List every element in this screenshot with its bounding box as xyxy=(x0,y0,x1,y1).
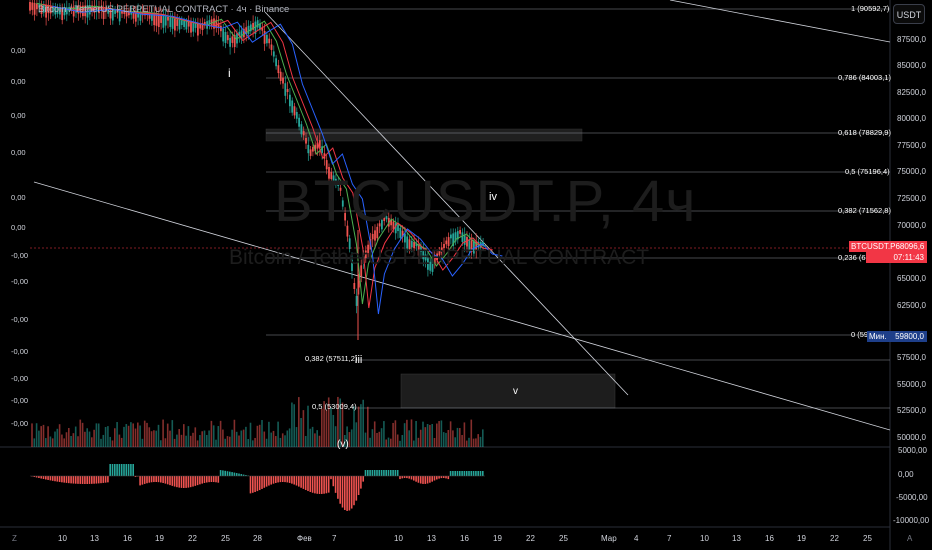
left-scale-label: -0,00 xyxy=(11,347,29,356)
time-axis-label: 25 xyxy=(559,534,568,543)
price-axis-label: 55000,0 xyxy=(897,380,926,389)
time-axis-label: 16 xyxy=(765,534,774,543)
time-axis-label: 7 xyxy=(667,534,672,543)
price-axis-label: 72500,0 xyxy=(897,194,926,203)
price-axis-label: 82500,0 xyxy=(897,88,926,97)
time-axis-label: 10 xyxy=(58,534,67,543)
wave-label-iii: iii xyxy=(355,354,363,366)
time-axis-label: 19 xyxy=(797,534,806,543)
time-axis-label: 25 xyxy=(863,534,872,543)
time-axis-label: 25 xyxy=(221,534,230,543)
time-axis-label: 10 xyxy=(394,534,403,543)
oscillator-axis-label: 0,00 xyxy=(898,470,914,479)
time-axis-label: Мар xyxy=(601,534,617,543)
timezone-icon[interactable]: Z xyxy=(12,534,17,543)
left-scale-label: -0,00 xyxy=(11,251,29,260)
oscillator-axis-label: 5000,00 xyxy=(898,446,927,455)
price-axis-label: 57500,0 xyxy=(897,353,926,362)
time-axis-label: 19 xyxy=(155,534,164,543)
price-axis-label: 65000,0 xyxy=(897,274,926,283)
time-axis-label: 13 xyxy=(427,534,436,543)
time-axis-label: 22 xyxy=(188,534,197,543)
current-price-tag: BTCUSDT.P 68096,6 xyxy=(849,241,927,252)
left-scale-label: 0,00 xyxy=(11,148,26,157)
time-axis-label: 4 xyxy=(634,534,639,543)
fib-level-label: 1 (90592,7) xyxy=(851,4,890,13)
price-axis-label: 52500,0 xyxy=(897,406,926,415)
left-scale-label: -0,00 xyxy=(11,419,29,428)
oscillator-axis-label: -10000,00 xyxy=(893,516,930,525)
wave-label-iv: iv xyxy=(489,191,497,203)
time-axis-label: 16 xyxy=(460,534,469,543)
time-axis-label: 19 xyxy=(493,534,502,543)
left-scale-label: 0,00 xyxy=(11,77,26,86)
min-price-tag: Мин. 59800,0 xyxy=(867,331,927,342)
price-axis-label: 80000,0 xyxy=(897,114,926,123)
oscillator-axis-label: -5000,00 xyxy=(896,493,928,502)
time-axis-label: 10 xyxy=(700,534,709,543)
fib-level-label: 0,5 (75196,4) xyxy=(845,167,890,176)
price-axis-label: 50000,0 xyxy=(897,433,926,442)
auto-scale-icon[interactable]: A xyxy=(907,534,913,543)
time-axis-label: 13 xyxy=(90,534,99,543)
left-scale-label: 0,00 xyxy=(11,193,26,202)
fib-level-label: 0,5 (53009,4) xyxy=(312,402,357,411)
price-axis-label: 87500,0 xyxy=(897,35,926,44)
currency-button[interactable]: USDT xyxy=(893,4,925,24)
price-axis-label: 62500,0 xyxy=(897,301,926,310)
fib-level-label: 0,382 (71562,8) xyxy=(838,206,891,215)
time-axis-label: 16 xyxy=(123,534,132,543)
price-axis-label: 70000,0 xyxy=(897,221,926,230)
left-scale-label: 0,00 xyxy=(11,223,26,232)
time-axis-label: Фев xyxy=(297,534,312,543)
watermark-symbol: BTCUSDT.P, 4ч xyxy=(274,169,697,234)
fib-level-label: 0 (598 xyxy=(851,330,873,339)
chart-title[interactable]: Bitcoin / TetherUS PERPETUAL CONTRACT · … xyxy=(38,4,290,15)
wave-label-v: v xyxy=(513,386,518,397)
fib-level-label: 0,786 (84003,1) xyxy=(838,73,891,82)
wave-label-i: i xyxy=(228,66,231,80)
fib-level-label: 0,618 (78829,9) xyxy=(838,128,891,137)
fib-level-label: 0,236 (67067,1) xyxy=(838,253,891,262)
time-axis-label: 22 xyxy=(526,534,535,543)
left-scale-label: -0,00 xyxy=(11,315,29,324)
price-axis-label: 75000,0 xyxy=(897,167,926,176)
countdown-tag: 07:11:43 xyxy=(866,252,927,263)
time-axis-label: 28 xyxy=(253,534,262,543)
time-axis-label: 7 xyxy=(332,534,337,543)
price-axis-label: 85000,0 xyxy=(897,61,926,70)
time-axis-label: 22 xyxy=(830,534,839,543)
left-scale-label: 0,00 xyxy=(11,111,26,120)
wave-label-(v): (v) xyxy=(337,439,349,450)
watermark-name: Bitcoin / TetherUS PERPETUAL CONTRACT xyxy=(229,246,650,269)
left-scale-label: -0,00 xyxy=(11,277,29,286)
left-scale-label: 0,00 xyxy=(11,46,26,55)
time-axis-label: 13 xyxy=(732,534,741,543)
fib-level-label: 0,382 (57511,2) xyxy=(305,354,358,363)
left-scale-label: -0,00 xyxy=(11,374,29,383)
price-axis-label: 77500,0 xyxy=(897,141,926,150)
left-scale-label: -0,00 xyxy=(11,396,29,405)
